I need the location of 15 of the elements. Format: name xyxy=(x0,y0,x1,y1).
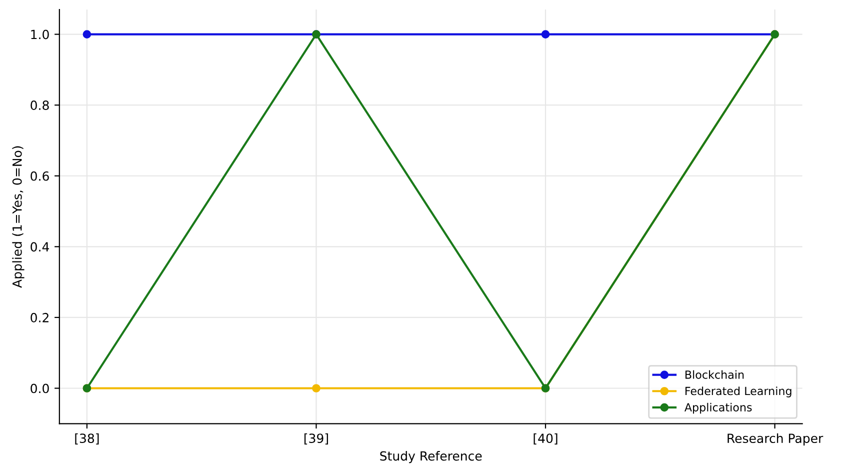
y-tick-label: 0.6 xyxy=(30,171,49,181)
legend-label: Blockchain xyxy=(685,370,744,379)
x-tick-label: [39] xyxy=(304,433,328,445)
y-tick-label: 0.0 xyxy=(30,384,49,394)
y-tick-label: 0.4 xyxy=(30,242,50,252)
legend-label: Applications xyxy=(684,402,752,414)
x-tick-label: [38] xyxy=(75,433,99,445)
legend-label: Federated Learning xyxy=(685,386,792,398)
y-axis-title: Applied (1=Yes, 0=No) xyxy=(12,146,24,288)
y-tick-label: 0.8 xyxy=(30,100,49,110)
y-tick-label: 1.0 xyxy=(31,30,49,40)
x-axis-title: Study Reference xyxy=(380,451,482,464)
x-tick-label: Research Paper xyxy=(728,433,824,446)
x-tick-label: [40] xyxy=(534,433,558,445)
y-tick-label: 0.2 xyxy=(30,312,48,322)
